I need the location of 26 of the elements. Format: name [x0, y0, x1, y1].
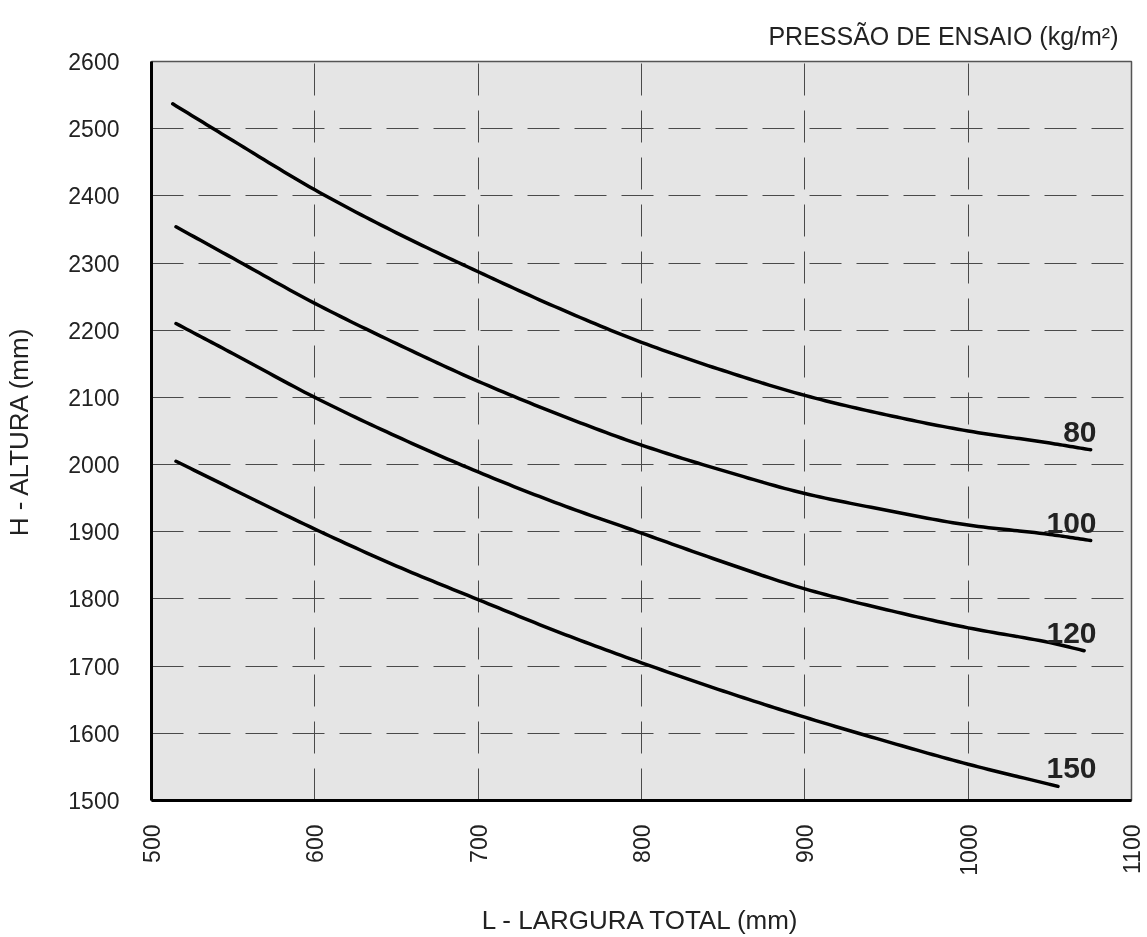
series-label: 120 — [1046, 615, 1097, 649]
x-tick-label: 500 — [139, 824, 165, 863]
x-tick-label: 900 — [792, 824, 819, 863]
y-tick-label: 2200 — [68, 317, 120, 344]
y-axis-title: H - ALTURA (mm) — [4, 328, 35, 537]
y-tick-label: 2000 — [68, 452, 120, 479]
y-tick-label: 1800 — [68, 586, 120, 613]
y-tick-label: 1900 — [68, 519, 120, 546]
y-tick-label: 2600 — [68, 49, 120, 75]
x-tick-label: 1100 — [1119, 824, 1145, 874]
x-tick-label: 1000 — [955, 824, 982, 876]
y-tick-label: 1700 — [68, 653, 120, 680]
y-tick-label: 2100 — [68, 384, 120, 411]
series-label: 100 — [1046, 505, 1097, 539]
x-axis-title: L - LARGURA TOTAL (mm) — [481, 904, 798, 935]
x-tick-label: 800 — [629, 824, 655, 863]
y-tick-label: 1500 — [68, 788, 120, 814]
x-tick-label: 600 — [302, 824, 329, 863]
legend-title: PRESSÃO DE ENSAIO (kg/m²) — [768, 21, 1119, 50]
y-tick-label: 2500 — [68, 116, 120, 143]
y-tick-label: 2300 — [68, 250, 120, 277]
series-label: 80 — [1063, 414, 1097, 448]
y-tick-label: 2400 — [68, 183, 120, 210]
y-tick-label: 1600 — [68, 720, 120, 747]
x-tick-label: 700 — [465, 824, 492, 863]
series-label: 150 — [1046, 751, 1097, 785]
